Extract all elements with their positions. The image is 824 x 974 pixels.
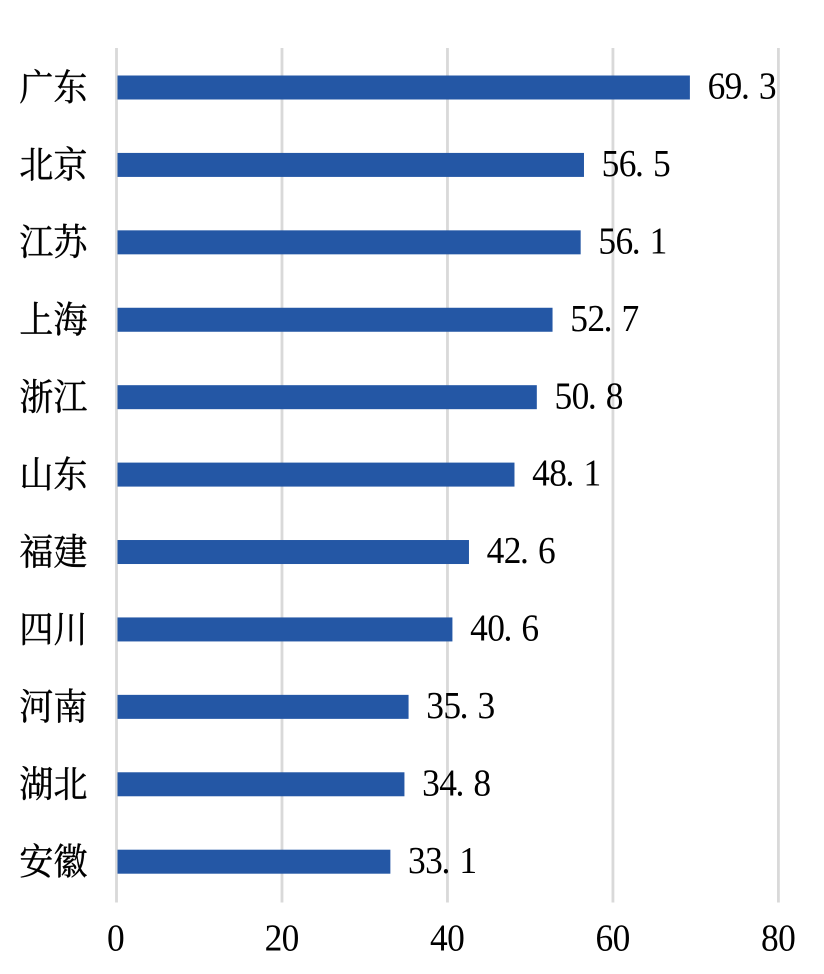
svg-text:40: 40: [430, 917, 465, 960]
svg-text:34.8: 34.8: [422, 762, 491, 805]
svg-text:35.3: 35.3: [426, 685, 495, 728]
svg-text:60: 60: [596, 917, 631, 960]
svg-text:42.6: 42.6: [487, 530, 556, 573]
svg-text:69.3: 69.3: [708, 65, 777, 108]
svg-text:80: 80: [761, 917, 796, 960]
svg-text:56.1: 56.1: [598, 220, 667, 263]
svg-text:33.1: 33.1: [408, 839, 477, 882]
svg-text:40.6: 40.6: [470, 607, 539, 650]
svg-text:20: 20: [265, 917, 300, 960]
svg-text:56.5: 56.5: [602, 143, 671, 186]
svg-text:0: 0: [107, 917, 125, 960]
svg-text:48.1: 48.1: [532, 452, 601, 495]
svg-text:50.8: 50.8: [555, 375, 624, 418]
svg-text:52.7: 52.7: [570, 298, 639, 341]
